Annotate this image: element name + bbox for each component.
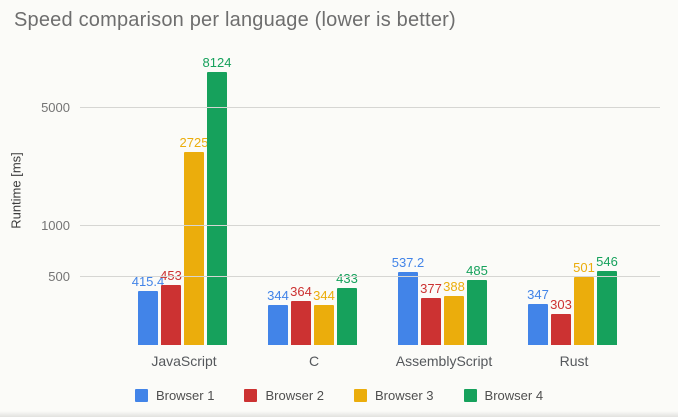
bar-browser-4-c: 433: [336, 271, 358, 345]
bar-browser-1-rust: 347: [527, 287, 549, 345]
y-tick-1000: 1000: [41, 218, 70, 234]
bar-browser-4-javascript: 8124: [203, 55, 231, 345]
bar-group-c: 344 364 344 433 C: [267, 271, 360, 369]
bar-browser-2-assemblyscript: 377: [420, 281, 442, 345]
legend-label: Browser 2: [265, 388, 324, 403]
bottom-edge-shadow: [0, 411, 678, 417]
bar-value-label: 8124: [202, 54, 232, 70]
bar-groups: 415.4 453 2725 8124 JavaScript 344 364 344 433 C 5…: [80, 55, 660, 369]
legend-swatch: [244, 389, 258, 402]
legend-label: Browser 3: [375, 388, 434, 403]
legend-item-browser-1: Browser 1: [134, 388, 215, 403]
bar-browser-3-javascript: 2725: [180, 135, 208, 345]
legend-item-browser-2: Browser 2: [244, 388, 324, 403]
bar-value-label: 344: [313, 288, 335, 303]
bar-value-label: 433: [336, 271, 358, 286]
bar-value-label: 2725: [179, 135, 209, 151]
bar-value-label: 364: [290, 283, 312, 299]
legend-label: Browser 1: [155, 388, 215, 403]
gridline-500: [80, 276, 660, 278]
bar-value-label: 537.2: [391, 255, 425, 271]
legend-swatch: [134, 389, 148, 402]
bar-value-label: 388: [443, 279, 465, 295]
bar-value-label: 347: [527, 287, 549, 303]
bar-browser-4-assemblyscript: 485: [466, 263, 488, 345]
bar-value-label: 546: [596, 253, 618, 269]
bar-value-label: 501: [573, 260, 595, 276]
bar-browser-1-assemblyscript: 537.2: [392, 255, 424, 345]
bar-browser-1-c: 344: [267, 288, 289, 345]
category-label-javascript: JavaScript: [151, 353, 217, 369]
bar-value-label: 453: [160, 267, 182, 283]
chart-title: Speed comparison per language (lower is …: [14, 9, 456, 31]
gridline-5000: [80, 106, 660, 108]
bar-value-label: 377: [420, 281, 442, 297]
legend-label: Browser 4: [484, 388, 544, 403]
y-tick-500: 500: [48, 269, 70, 285]
bar-group-assemblyscript: 537.2 377 388 485 AssemblyScript: [392, 255, 493, 369]
bar-browser-2-c: 364: [290, 284, 312, 345]
category-label-rust: Rust: [559, 353, 589, 369]
legend-swatch: [463, 389, 477, 402]
bar-value-label: 303: [550, 297, 572, 313]
bar-browser-3-c: 344: [313, 288, 335, 345]
category-label-assemblyscript: AssemblyScript: [395, 353, 493, 369]
legend: Browser 1 Browser 2 Browser 3 Browser 4: [0, 388, 678, 403]
legend-item-browser-3: Browser 3: [354, 388, 434, 403]
bar-value-label: 485: [466, 262, 488, 278]
legend-swatch: [354, 389, 367, 402]
bar-browser-1-javascript: 415.4: [132, 274, 164, 345]
y-tick-5000: 5000: [41, 99, 70, 115]
bar-browser-2-javascript: 453: [160, 268, 182, 345]
bar-browser-3-rust: 501: [573, 260, 595, 345]
legend-item-browser-4: Browser 4: [463, 388, 544, 403]
gridline-1000: [80, 225, 660, 227]
bar-browser-2-rust: 303: [550, 297, 572, 345]
bar-group-rust: 347 303 501 546 Rust: [527, 254, 620, 369]
bar-value-label: 415.4: [131, 274, 165, 290]
bar-group-javascript: 415.4 453 2725 8124 JavaScript: [132, 55, 232, 369]
category-label-c: C: [308, 353, 320, 369]
bar-browser-4-rust: 546: [596, 254, 618, 345]
bar-value-label: 344: [267, 288, 289, 303]
bar-browser-3-assemblyscript: 388: [443, 279, 465, 345]
plot-area: 415.4 453 2725 8124 JavaScript 344 364 344 433 C 5…: [80, 55, 660, 369]
